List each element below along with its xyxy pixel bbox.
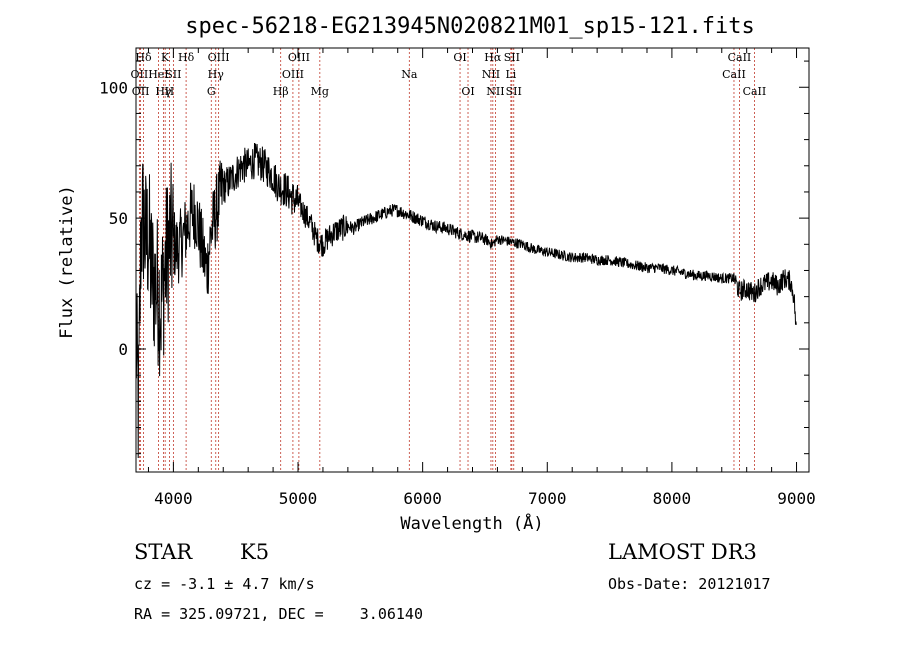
y-axis-label: Flux (relative) xyxy=(57,185,77,339)
coordinates: RA = 325.09721, DEC = 3.06140 xyxy=(134,605,423,623)
spectral-line-label: SII xyxy=(504,51,520,64)
spectral-line-label: OIII xyxy=(282,68,304,81)
x-axis-label: Wavelength (Å) xyxy=(400,512,543,534)
chart-title: spec-56218-EG213945N020821M01_sp15-121.f… xyxy=(185,14,755,39)
spectral-line-label: K xyxy=(161,51,170,64)
spectral-line-label: G xyxy=(207,85,216,98)
observation-date: Obs-Date: 20121017 xyxy=(608,575,771,593)
spectral-line-label: NII xyxy=(486,85,504,98)
x-tick-label: 6000 xyxy=(403,489,442,508)
x-tick-label: 4000 xyxy=(154,489,193,508)
x-tick-label: 8000 xyxy=(653,489,692,508)
spectral-line-markers xyxy=(138,48,755,472)
spectral-line-label: Hα xyxy=(484,51,502,64)
y-tick-label: 0 xyxy=(118,340,128,359)
object-subclass: K5 xyxy=(240,540,269,564)
spectral-line-label: Hβ xyxy=(273,85,289,98)
spectral-line-label: HeI xyxy=(148,68,168,81)
spectrum-line xyxy=(135,142,797,459)
spectral-line-label: SII xyxy=(506,85,522,98)
x-axis-ticks: 4000 5000 6000 7000 8000 9000 xyxy=(147,48,816,508)
x-tick-label: 9000 xyxy=(777,489,816,508)
spectral-line-label: OI xyxy=(453,51,466,64)
spectral-line-label: Li xyxy=(505,68,516,81)
plot-frame xyxy=(135,47,810,473)
spectral-line-label: CaII xyxy=(728,51,752,64)
x-tick-label: 7000 xyxy=(528,489,567,508)
object-class: STAR xyxy=(134,540,193,564)
spectral-line-label: OII xyxy=(131,68,149,81)
spectral-line-label: CaII xyxy=(743,85,767,98)
spectral-line-label: NII xyxy=(482,68,500,81)
y-tick-label: 100 xyxy=(99,78,128,97)
spectral-line-label: OIII xyxy=(208,51,230,64)
spectral-line-label: H xyxy=(165,85,175,98)
spectral-line-label: Hδ xyxy=(135,51,152,64)
spectral-line-label: CaII xyxy=(722,68,746,81)
spectral-line-label: Na xyxy=(401,68,418,81)
survey-label: LAMOST DR3 xyxy=(608,540,757,564)
spectral-line-label: OI xyxy=(461,85,474,98)
spectral-line-label: OIII xyxy=(288,51,310,64)
spectral-line-label: SII xyxy=(165,68,181,81)
x-tick-label: 5000 xyxy=(279,489,318,508)
spectral-line-label: Hγ xyxy=(208,68,225,81)
y-tick-label: 50 xyxy=(109,209,128,228)
spectral-line-label: Hδ xyxy=(178,51,195,64)
spectral-line-label: Mg xyxy=(311,85,329,98)
spectral-line-label: Hγ xyxy=(155,85,172,98)
y-axis-ticks: 0 50 100 xyxy=(99,60,809,455)
redshift-value: cz = -3.1 ± 4.7 km/s xyxy=(134,575,315,593)
